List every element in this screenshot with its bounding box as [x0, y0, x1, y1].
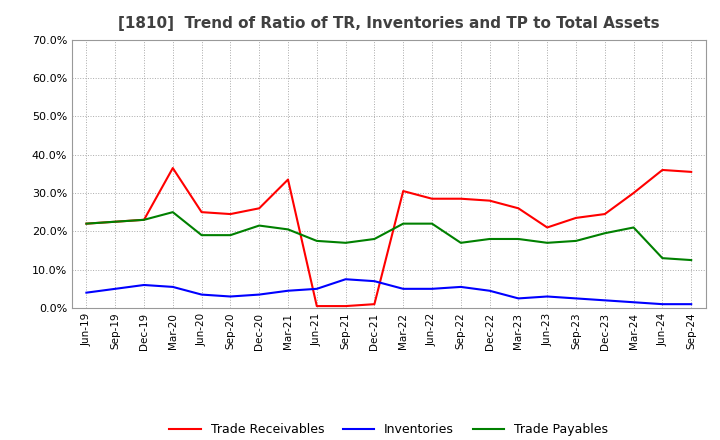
- Trade Payables: [687, 257, 696, 263]
- Trade Receivables: [255, 205, 264, 211]
- Trade Receivables: [341, 304, 350, 309]
- Trade Payables: [82, 221, 91, 226]
- Line: Trade Receivables: Trade Receivables: [86, 168, 691, 306]
- Trade Receivables: [370, 301, 379, 307]
- Trade Receivables: [312, 304, 321, 309]
- Trade Payables: [600, 231, 609, 236]
- Trade Payables: [111, 219, 120, 224]
- Trade Receivables: [687, 169, 696, 175]
- Inventories: [456, 284, 465, 290]
- Inventories: [629, 300, 638, 305]
- Trade Payables: [341, 240, 350, 246]
- Trade Receivables: [658, 167, 667, 172]
- Trade Receivables: [485, 198, 494, 203]
- Inventories: [600, 298, 609, 303]
- Inventories: [514, 296, 523, 301]
- Trade Payables: [226, 232, 235, 238]
- Trade Receivables: [82, 221, 91, 226]
- Trade Payables: [197, 232, 206, 238]
- Trade Payables: [312, 238, 321, 244]
- Legend: Trade Receivables, Inventories, Trade Payables: Trade Receivables, Inventories, Trade Pa…: [164, 418, 613, 440]
- Inventories: [658, 301, 667, 307]
- Trade Payables: [428, 221, 436, 226]
- Trade Payables: [543, 240, 552, 246]
- Trade Payables: [168, 209, 177, 215]
- Trade Payables: [658, 256, 667, 261]
- Inventories: [255, 292, 264, 297]
- Trade Payables: [370, 236, 379, 242]
- Title: [1810]  Trend of Ratio of TR, Inventories and TP to Total Assets: [1810] Trend of Ratio of TR, Inventories…: [118, 16, 660, 32]
- Trade Receivables: [600, 211, 609, 216]
- Trade Receivables: [543, 225, 552, 230]
- Inventories: [428, 286, 436, 291]
- Trade Payables: [255, 223, 264, 228]
- Inventories: [226, 294, 235, 299]
- Inventories: [370, 279, 379, 284]
- Inventories: [341, 277, 350, 282]
- Trade Payables: [629, 225, 638, 230]
- Trade Receivables: [629, 191, 638, 196]
- Inventories: [485, 288, 494, 293]
- Trade Payables: [399, 221, 408, 226]
- Trade Receivables: [226, 211, 235, 216]
- Trade Receivables: [168, 165, 177, 171]
- Trade Payables: [140, 217, 148, 223]
- Inventories: [399, 286, 408, 291]
- Line: Trade Payables: Trade Payables: [86, 212, 691, 260]
- Trade Payables: [572, 238, 580, 244]
- Inventories: [687, 301, 696, 307]
- Inventories: [572, 296, 580, 301]
- Trade Payables: [456, 240, 465, 246]
- Trade Receivables: [428, 196, 436, 202]
- Trade Receivables: [572, 215, 580, 220]
- Inventories: [197, 292, 206, 297]
- Trade Receivables: [456, 196, 465, 202]
- Trade Receivables: [284, 177, 292, 182]
- Inventories: [284, 288, 292, 293]
- Trade Receivables: [140, 217, 148, 223]
- Trade Payables: [514, 236, 523, 242]
- Trade Receivables: [514, 205, 523, 211]
- Trade Payables: [284, 227, 292, 232]
- Inventories: [543, 294, 552, 299]
- Inventories: [168, 284, 177, 290]
- Inventories: [82, 290, 91, 295]
- Line: Inventories: Inventories: [86, 279, 691, 304]
- Trade Payables: [485, 236, 494, 242]
- Trade Receivables: [197, 209, 206, 215]
- Trade Receivables: [111, 219, 120, 224]
- Inventories: [312, 286, 321, 291]
- Trade Receivables: [399, 188, 408, 194]
- Inventories: [111, 286, 120, 291]
- Inventories: [140, 282, 148, 288]
